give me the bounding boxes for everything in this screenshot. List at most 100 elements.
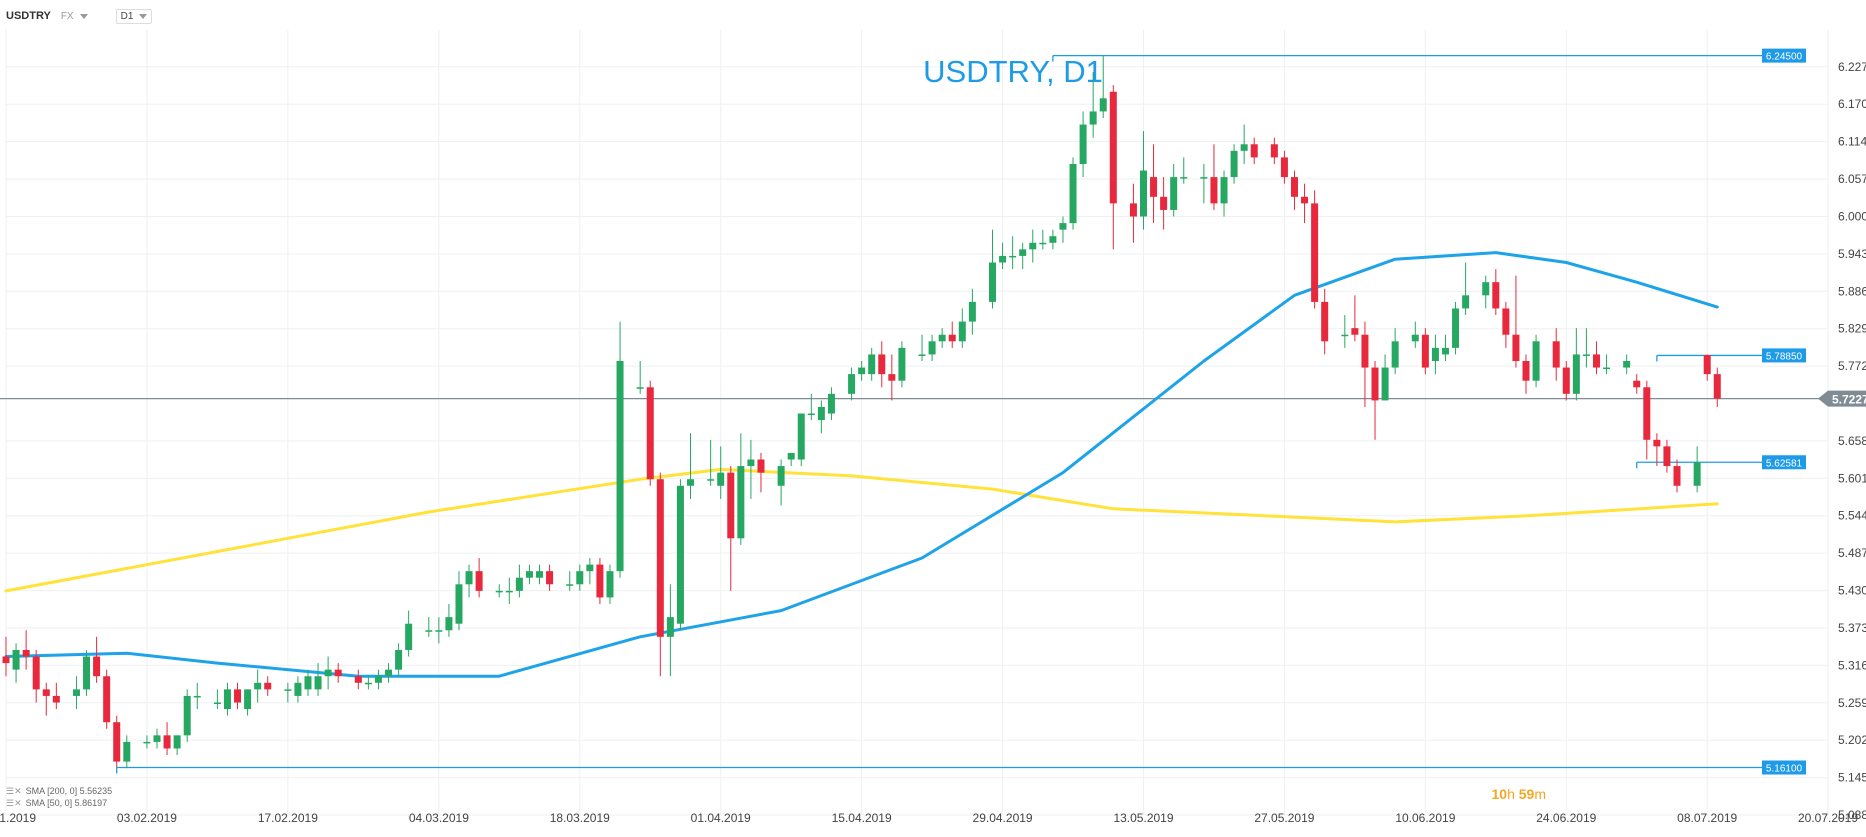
candle-up [1029,242,1037,250]
x-tick-label: 17.02.2019 [258,811,318,825]
candle-up [223,689,231,710]
y-tick-label: 5.65830 [1838,434,1866,448]
candle-down [1160,196,1168,210]
candle-up [1089,111,1097,125]
countdown-minutes-unit: m [1534,786,1546,802]
candle-up [1391,341,1399,368]
candle-up [1170,177,1178,210]
candle-down [757,459,765,473]
settings-icon[interactable]: ☰✕ [6,786,22,796]
candle-down [1210,177,1218,204]
candle-down [1713,374,1721,399]
candle-up [173,735,181,749]
candle-up [797,413,805,460]
x-tick-label: 15.04.2019 [832,811,892,825]
candle-down [1361,334,1369,368]
candle-up [193,695,201,698]
y-tick-label: 5.94312 [1838,247,1866,261]
candle-up [1220,177,1228,204]
x-tick-label: 03.02.2019 [117,811,177,825]
chart-title: USDTRY, D1 [923,54,1103,89]
indicator-legend: ☰✕ SMA [200, 0] 5.56235 ☰✕ SMA [50, 0] 5.8… [6,785,112,809]
candle-down [1371,367,1379,401]
candle-up [1039,242,1047,245]
candle-up [123,741,131,762]
candle-up [254,682,262,690]
candle-up [1603,367,1611,370]
candle-up [827,393,835,414]
candle-down [1129,203,1137,217]
x-tick-label: 20.07.2019 [1798,811,1858,825]
candle-up [1230,150,1238,178]
timeframe-label: D1 [120,10,134,22]
x-tick-label: 24.06.2019 [1536,811,1596,825]
candle-up [495,590,503,593]
candle-up [405,623,413,650]
y-tick-label: 5.37347 [1838,621,1866,635]
y-tick-label: 5.20258 [1838,733,1866,747]
x-tick-label: 27.05.2019 [1254,811,1314,825]
countdown-hours: 10 [1491,786,1508,802]
candle-down [1673,466,1681,486]
timeframe-selector[interactable]: D1 [115,8,153,24]
candle-up [1009,255,1017,258]
legend-sma200-label: SMA [200, 0] 5.56235 [25,786,113,796]
x-tick-label: 08.07.2019 [1677,811,1737,825]
candle-up [999,255,1007,263]
level-label: 5.16100 [1766,764,1803,775]
candle-up [284,689,292,691]
legend-sma200[interactable]: ☰✕ SMA [200, 0] 5.56235 [6,785,112,797]
candle-up [455,584,463,624]
market-selector[interactable]: FX [61,11,88,22]
candle-down [1351,328,1359,335]
candle-up [606,571,614,598]
candle-up [1411,334,1419,342]
candle-down [948,334,956,342]
candle-up [687,479,695,486]
candle-down [93,656,101,677]
candle-down [1653,439,1661,447]
level-label: 5.78850 [1766,351,1803,362]
candle-up [374,676,382,683]
candle-up [1200,177,1208,179]
candle-down [1492,282,1500,309]
y-tick-label: 5.88616 [1838,284,1866,298]
candle-up [918,354,926,356]
candle-up [244,689,252,710]
candle-down [1643,387,1651,440]
candle-up [1381,367,1389,401]
candle-down [1109,91,1117,204]
candle-up [787,452,795,460]
candle-up [938,334,946,342]
y-tick-label: 6.22795 [1838,60,1866,74]
settings-icon[interactable]: ☰✕ [6,798,22,808]
candle-up [536,571,544,578]
candle-up [747,459,755,467]
candle-down [1663,446,1671,467]
legend-sma50[interactable]: ☰✕ SMA [50, 0] 5.86197 [6,797,112,809]
chevron-down-icon [139,13,148,19]
candle-up [1532,341,1540,381]
candle-up [1623,360,1631,368]
candle-down [878,354,886,375]
candle-up [314,676,322,690]
candle-down [1592,354,1600,368]
candle-up [465,571,473,585]
candle-down [32,656,40,690]
candle-up [1069,163,1077,224]
candle-down [546,571,554,585]
y-tick-label: 5.08865 [1838,808,1866,822]
candle-down [113,722,121,762]
y-tick-label: 5.48740 [1838,546,1866,560]
candle-up [515,577,523,591]
candle-up [576,571,584,585]
candle-up [968,301,976,322]
level-tag [1762,48,1806,63]
candle-countdown: 10h 59m [1491,786,1546,802]
symbol-label[interactable]: USDTRY [6,10,51,22]
candle-up [566,584,574,586]
candle-up [183,695,191,736]
candle-up [807,413,815,416]
candle-down [1311,203,1319,302]
